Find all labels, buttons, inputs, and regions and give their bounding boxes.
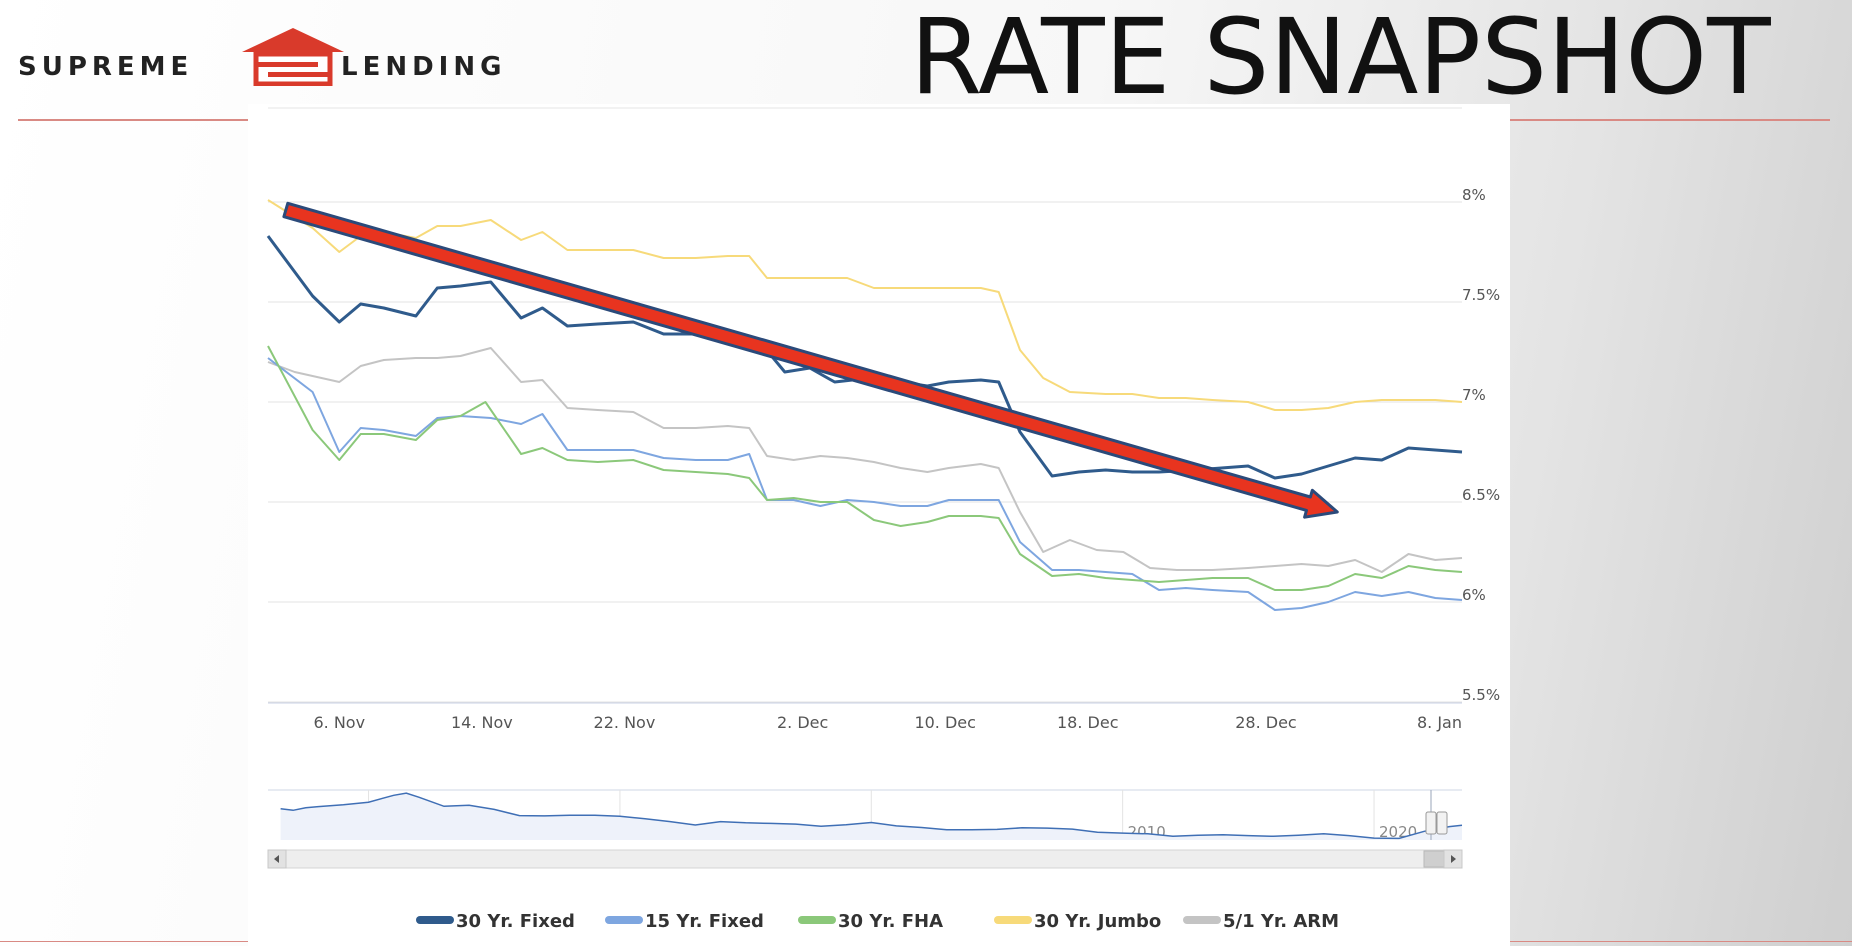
y-tick-label: 7% (1462, 386, 1486, 404)
navigator-left-handle[interactable] (1425, 811, 1437, 835)
supreme-lending-logo: SUPREME LENDING (18, 26, 558, 86)
series-line (267, 199, 1463, 411)
legend-label[interactable]: 5/1 Yr. ARM (1223, 911, 1339, 932)
legend-symbol[interactable] (994, 916, 1032, 924)
series-line (267, 357, 1463, 611)
scrollbar-track[interactable] (267, 849, 1463, 869)
y-tick-label: 5.5% (1462, 686, 1500, 704)
y-tick-label: 7.5% (1462, 286, 1500, 304)
legend-label[interactable]: 30 Yr. Fixed (456, 911, 575, 932)
logo-text-lending: LENDING (341, 52, 507, 82)
legend-label[interactable]: 30 Yr. FHA (838, 911, 943, 932)
x-tick-label: 14. Nov (451, 713, 513, 732)
navigator-right-handle[interactable] (1436, 811, 1448, 835)
navigator-line (280, 792, 1463, 840)
x-tick-label: 10. Dec (914, 713, 976, 732)
x-tick-label: 2. Dec (777, 713, 828, 732)
scroll-left-arrow-icon (274, 855, 279, 863)
navigator-area (280, 793, 1463, 840)
legend-symbol[interactable] (416, 916, 454, 924)
x-tick-label: 28. Dec (1235, 713, 1297, 732)
scrollbar-thumb[interactable] (1423, 850, 1447, 868)
header-divider-left (18, 119, 248, 121)
series-line (267, 345, 1463, 591)
legend-symbol[interactable] (1183, 916, 1221, 924)
rate-chart: 8% 7.5% 7% 6.5% 6% 5.5% 6. Nov 14. Nov 22. Nov 2.… (266, 107, 1500, 932)
page-title: RATE SNAPSHOT (910, 0, 1771, 118)
legend-label[interactable]: 30 Yr. Jumbo (1034, 911, 1161, 932)
header-divider-right (1510, 119, 1830, 121)
x-tick-label: 22. Nov (594, 713, 656, 732)
logo-text-supreme: SUPREME (18, 52, 194, 82)
house-logo-icon (242, 28, 344, 86)
legend-label[interactable]: 15 Yr. Fixed (645, 911, 764, 932)
legend-symbol[interactable] (605, 916, 643, 924)
y-tick-label: 6.5% (1462, 486, 1500, 504)
y-tick-label: 6% (1462, 586, 1486, 604)
y-tick-label: 8% (1462, 186, 1486, 204)
scroll-right-arrow-icon (1451, 855, 1456, 863)
trend-arrow (282, 201, 1339, 519)
chart-panel: 8% 7.5% 7% 6.5% 6% 5.5% 6. Nov 14. Nov 22. Nov 2.… (248, 104, 1510, 946)
x-tick-label: 8. Jan (1417, 713, 1462, 732)
x-tick-label: 18. Dec (1057, 713, 1119, 732)
x-tick-label: 6. Nov (313, 713, 365, 732)
series-line (267, 347, 1463, 573)
legend-symbol[interactable] (798, 916, 836, 924)
